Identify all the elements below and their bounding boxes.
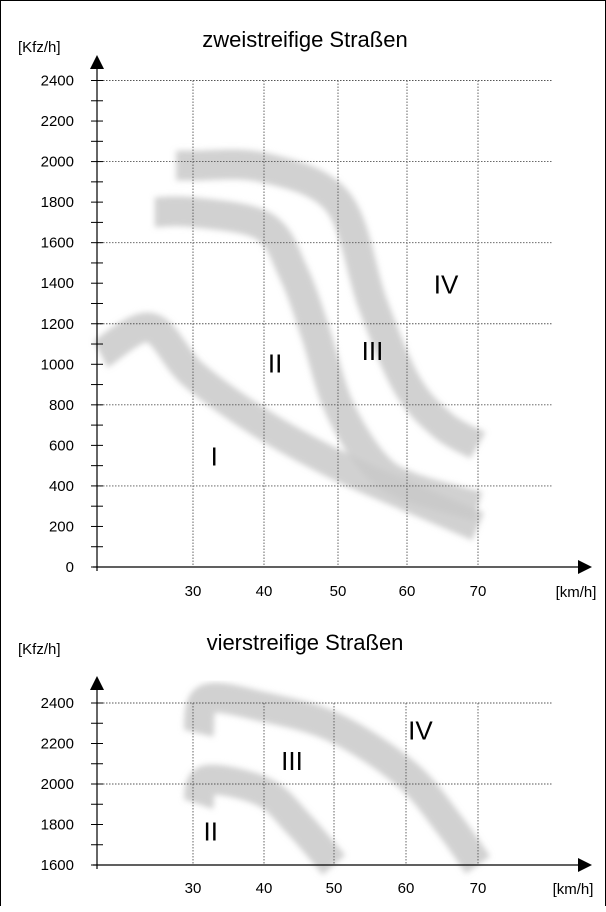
x-tick-label: 50 — [330, 583, 347, 600]
y-axis-unit: [Kfz/h] — [18, 641, 61, 658]
grid — [97, 702, 553, 865]
x-axis-unit: [km/h] — [553, 881, 594, 898]
x-tick-label: 50 — [326, 880, 343, 897]
y-tick-label: 1200 — [41, 316, 74, 333]
zone-label-III: III — [362, 336, 384, 366]
y-tick-label: 2200 — [41, 736, 74, 753]
y-tick-label: 0 — [66, 559, 74, 576]
zone-label-II: II — [268, 348, 282, 378]
y-tick-label: 600 — [49, 437, 74, 454]
y-tick-label: 1800 — [41, 194, 74, 211]
band-III — [175, 149, 486, 459]
zone-label-IV: IV — [408, 715, 433, 745]
y-tick-label: 800 — [49, 397, 74, 414]
y-tick-label: 2200 — [41, 113, 74, 130]
zone-label-II: II — [204, 817, 218, 847]
zone-label-IV: IV — [434, 269, 459, 299]
x-tick-label: 70 — [470, 880, 487, 897]
chart-two-lane: 0 200 400 600 800 1000 1200 1400 1600 1800 2000 220… — [18, 27, 596, 601]
y-axis-unit: [Kfz/h] — [18, 39, 61, 56]
y-tick-label: 1600 — [41, 857, 74, 874]
y-tick-label: 1000 — [41, 356, 74, 373]
chart-title: zweistreifige Straßen — [202, 27, 407, 52]
x-tick-label: 60 — [399, 583, 416, 600]
zone-label-III: III — [281, 746, 303, 776]
zone-label-I: I — [211, 442, 218, 472]
y-axis-arrow — [90, 55, 104, 69]
x-tick-label: 30 — [185, 583, 202, 600]
chart-title: vierstreifige Straßen — [207, 630, 404, 655]
grid — [97, 80, 553, 567]
y-tick-label: 2400 — [41, 73, 74, 90]
x-axis-arrow — [578, 858, 592, 872]
x-tick-label: 40 — [256, 583, 273, 600]
x-tick-label: 30 — [185, 880, 202, 897]
x-tick-label: 40 — [256, 880, 273, 897]
band-II — [154, 196, 483, 521]
y-tick-label: 200 — [49, 518, 74, 535]
y-tick-label: 2000 — [41, 776, 74, 793]
band-II — [183, 764, 346, 875]
y-tick-label: 2000 — [41, 154, 74, 171]
chart-four-lane: 1600 1800 2000 2200 2400 30 40 50 60 70 vierstreif… — [18, 630, 593, 898]
x-axis-unit: [km/h] — [556, 584, 597, 601]
y-tick-label: 1400 — [41, 275, 74, 292]
x-tick-label: 60 — [398, 880, 415, 897]
x-tick-label: 70 — [470, 583, 487, 600]
y-axis-arrow — [90, 676, 104, 690]
y-tick-label: 2400 — [41, 695, 74, 712]
x-axis-arrow — [578, 560, 592, 574]
y-tick-label: 400 — [49, 478, 74, 495]
y-tick-label: 1600 — [41, 235, 74, 252]
band-group — [92, 149, 486, 541]
y-tick-label: 1800 — [41, 817, 74, 834]
